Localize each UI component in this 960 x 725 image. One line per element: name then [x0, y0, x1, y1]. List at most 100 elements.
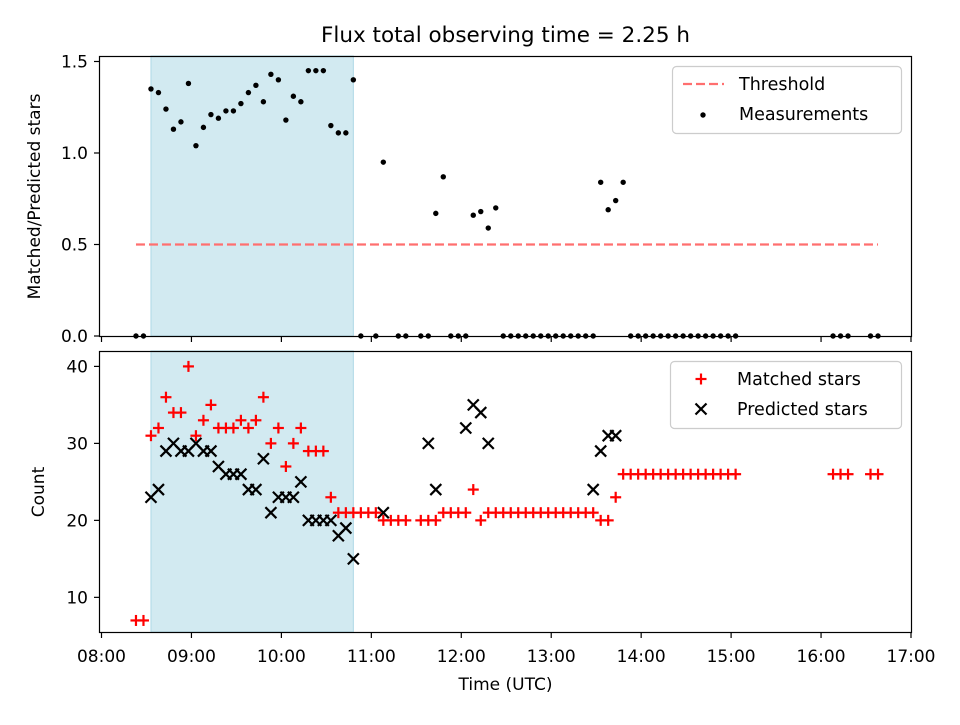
measurement-point — [290, 93, 297, 99]
matched-star-point — [145, 430, 157, 442]
observing-window-shade — [150, 350, 354, 633]
legend-predicted-label: Predicted stars — [737, 400, 868, 420]
y-tick-label: 10 — [66, 588, 88, 608]
measurement-point — [200, 124, 207, 131]
matched-star-point — [265, 437, 277, 449]
predicted-star-point — [429, 483, 443, 496]
y-axis-label-top: Matched/Predicted stars — [25, 93, 45, 299]
measurement-point — [178, 119, 184, 125]
matched-star-point — [460, 507, 472, 519]
legend-matched-swatch — [695, 373, 707, 385]
observing-window-shade — [150, 55, 354, 337]
predicted-star-point — [339, 521, 353, 535]
axes-frame-top — [98, 55, 913, 338]
matched-star-point — [730, 468, 742, 480]
predicted-star-point — [347, 552, 360, 566]
measurement-point — [305, 67, 312, 74]
measurement-point — [208, 111, 214, 118]
measurement-point — [313, 67, 319, 74]
y-ticks-bottom: 10 20 30 40 — [66, 357, 100, 608]
matched-swatch-marker — [695, 373, 707, 385]
matched-star-point — [467, 484, 479, 496]
matched-star-point — [610, 491, 622, 503]
y-tick-label: 0.5 — [61, 235, 88, 255]
measurement-point — [298, 99, 304, 105]
measurement-point — [612, 197, 619, 204]
measurement-point — [350, 77, 357, 83]
matched-star-point — [475, 514, 487, 526]
measurement-point — [238, 100, 244, 107]
predicted-star-point — [422, 437, 435, 450]
matched-star-point — [235, 414, 247, 426]
predicted-star-point — [204, 444, 218, 458]
x-tick-label: 15:00 — [707, 647, 756, 667]
y-tick-label: 20 — [66, 511, 88, 531]
matched-star-point — [400, 514, 412, 526]
matched-star-point — [152, 422, 164, 434]
y-tick-label: 30 — [66, 434, 88, 454]
measurement-point — [493, 205, 499, 211]
x-tick-label: 13:00 — [527, 647, 576, 667]
matched-star-point — [602, 514, 614, 526]
measurement-point — [185, 80, 192, 87]
x-tick-label: 12:00 — [437, 647, 486, 667]
measurement-point — [245, 89, 252, 96]
measurement-point — [380, 159, 387, 165]
matched-star-point — [287, 437, 299, 449]
x-ticks-top — [100, 336, 912, 342]
matched-star-point — [295, 422, 307, 434]
matched-star-point — [205, 399, 217, 411]
predicted-star-point — [257, 452, 270, 466]
measurement-point — [215, 115, 222, 121]
matched-star-point — [272, 422, 284, 434]
x-tick-label: 11:00 — [347, 647, 396, 667]
predicted-star-point — [249, 483, 263, 496]
measurement-point — [283, 117, 289, 123]
matched-star-point — [280, 460, 292, 472]
matched-stars-points — [130, 360, 884, 626]
panel-ratio: 0.0 0.5 1.0 1.5 Matched/Predicted stars Thr… — [25, 52, 913, 347]
matched-star-point — [182, 360, 194, 372]
measurement-point — [230, 108, 237, 114]
matched-star-point — [842, 468, 854, 480]
measurement-point — [597, 179, 604, 185]
predicted-star-point — [609, 429, 622, 442]
measurement-point — [193, 142, 199, 149]
predicted-star-point — [294, 475, 308, 489]
matched-star-point — [257, 391, 269, 403]
predicted-star-point — [481, 437, 495, 450]
matched-star-point — [587, 507, 599, 519]
x-tick-label: 09:00 — [167, 647, 216, 667]
measurement-point — [223, 108, 229, 114]
y-tick-label: 1.5 — [61, 52, 88, 72]
measurement-point — [478, 208, 484, 215]
measurement-point — [275, 77, 282, 83]
matched-star-point — [175, 407, 187, 419]
measurement-point — [440, 174, 446, 180]
legend-top: Threshold Measurements — [671, 65, 903, 135]
measurement-point — [328, 122, 334, 129]
measurement-point — [268, 71, 274, 78]
figure-title: Flux total observing time = 2.25 h — [321, 23, 690, 48]
matched-star-point — [317, 445, 329, 457]
x-tick-label: 17:00 — [887, 647, 936, 667]
y-tick-label: 0.0 — [61, 327, 88, 347]
predicted-star-point — [152, 483, 165, 496]
predicted-star-point — [377, 506, 390, 519]
measurement-point — [163, 106, 169, 112]
measurement-point — [433, 210, 439, 217]
legend-measurement-swatch — [700, 112, 706, 118]
panel-counts: 10 20 30 40 08:00 09:00 10:00 11:00 12:00 13:00 1… — [29, 350, 936, 695]
matched-star-point — [190, 430, 202, 442]
legend-box-bottom — [669, 360, 903, 430]
predicted-star-point — [287, 490, 300, 504]
legend-threshold-label: Threshold — [738, 75, 825, 95]
matched-star-point — [137, 614, 149, 626]
matched-star-point — [325, 491, 337, 503]
x-tick-label: 08:00 — [77, 647, 126, 667]
predicted-star-point — [474, 406, 488, 419]
predicted-star-point — [324, 514, 338, 527]
matched-star-point — [227, 422, 239, 434]
legend-box-top — [671, 65, 903, 135]
